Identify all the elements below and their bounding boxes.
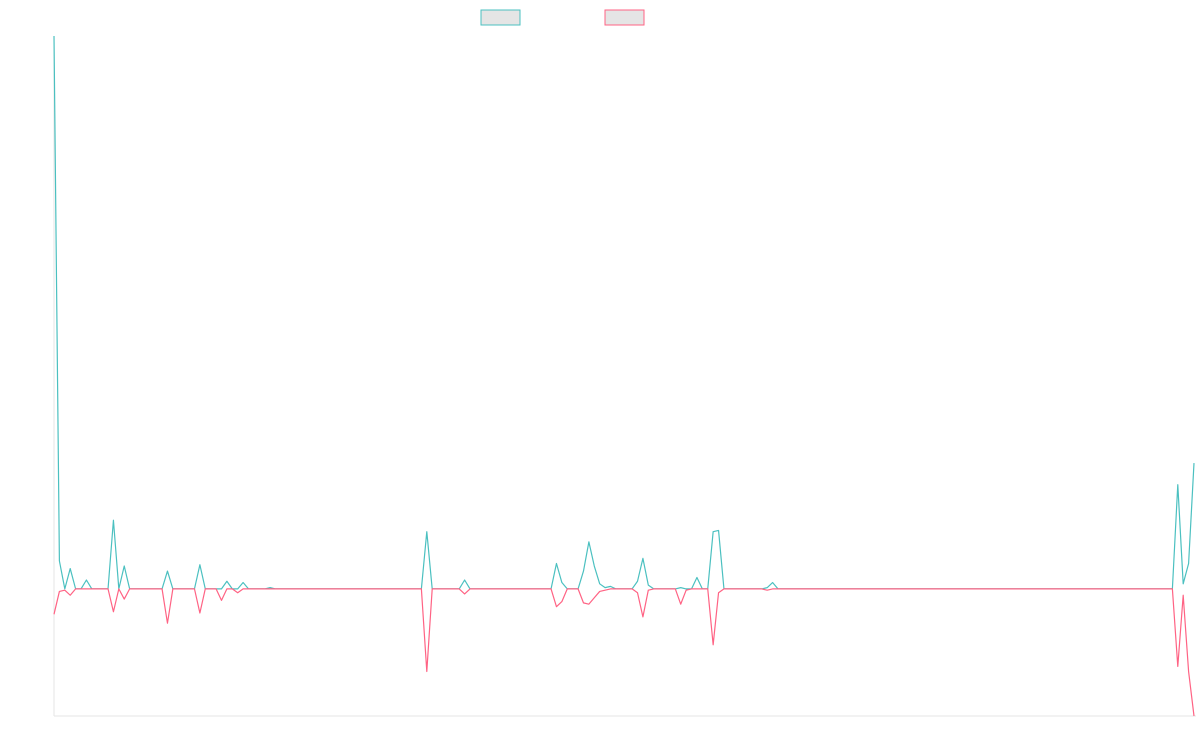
series-line-1 [53,35,1195,590]
series-1 [53,35,1195,590]
series-layer [53,35,1195,717]
legend-swatch-series-1[interactable] [480,9,521,26]
series-2 [53,588,1195,717]
chart-legend [480,9,645,26]
chart-axes [53,36,1196,717]
series-line-2 [53,588,1195,717]
legend-swatch-series-2[interactable] [604,9,645,26]
